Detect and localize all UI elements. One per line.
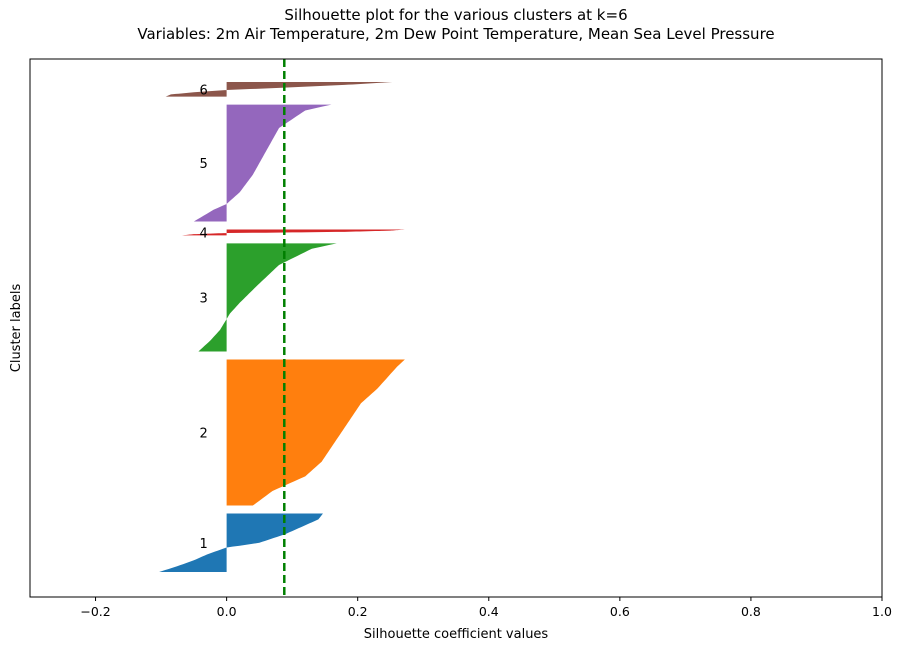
- cluster-label-2: 2: [200, 427, 208, 442]
- cluster-label-3: 3: [200, 291, 208, 306]
- x-tick-label: −0.2: [80, 604, 110, 619]
- silhouette-cluster-2: [226, 359, 405, 506]
- chart-title-line2: Variables: 2m Air Temperature, 2m Dew Po…: [137, 25, 774, 43]
- y-axis-label: Cluster labels: [9, 284, 24, 373]
- x-tick-label: 0.0: [217, 604, 237, 619]
- x-tick-label: 0.2: [348, 604, 368, 619]
- silhouette-cluster-4: [182, 229, 405, 236]
- chart-title-line1: Silhouette plot for the various clusters…: [284, 6, 627, 24]
- silhouette-cluster-3: [198, 243, 337, 352]
- cluster-label-5: 5: [200, 157, 208, 172]
- cluster-label-1: 1: [200, 537, 208, 552]
- silhouette-cluster-6: [165, 82, 393, 97]
- silhouette-cluster-1: [159, 513, 323, 572]
- cluster-label-4: 4: [200, 226, 208, 241]
- x-axis-ticks: −0.2 0.0 0.2 0.4 0.6 0.8 1.0: [80, 597, 892, 619]
- plot-area: 1 2 3 4 5 6: [159, 59, 405, 597]
- x-tick-label: 0.6: [610, 604, 630, 619]
- axes-frame: [29, 58, 883, 598]
- x-tick-label: 0.8: [741, 604, 761, 619]
- x-tick-label: 1.0: [872, 604, 892, 619]
- x-axis-label: Silhouette coefficient values: [364, 627, 549, 642]
- cluster-label-6: 6: [200, 83, 208, 98]
- x-tick-label: 0.4: [479, 604, 499, 619]
- silhouette-cluster-5: [193, 104, 332, 222]
